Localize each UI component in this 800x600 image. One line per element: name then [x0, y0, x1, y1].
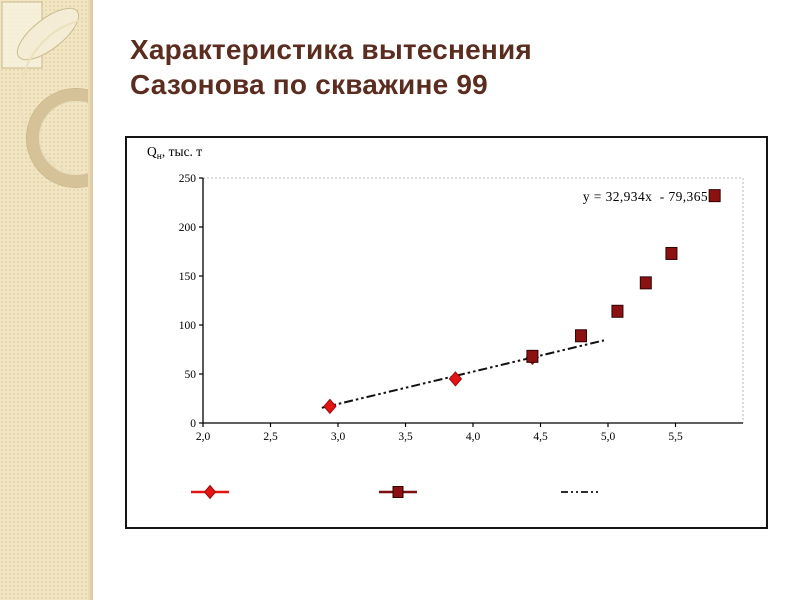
- plot-border: [203, 177, 744, 423]
- y-axis-label: Qн, тыс. т: [147, 144, 202, 162]
- ornament-ring-outer-edge: [26, 88, 93, 188]
- x-axis-tick-label: 3,5: [398, 431, 413, 443]
- slide-title-line2: Сазонова по скважине 99: [130, 68, 488, 100]
- x-axis-tick-label: 4,5: [533, 431, 548, 443]
- x-axis-tick-label: 2,5: [263, 431, 278, 443]
- data-point-square: [665, 246, 678, 260]
- trendline-equation: y = 32,934x - 79,365: [582, 189, 708, 204]
- y-axis-label-rest: , тыс. т: [161, 144, 203, 159]
- ornament-ring-icon: [27, 89, 93, 187]
- trend-line: [321, 339, 605, 409]
- slide-title-line1: Характеристика вытеснения: [130, 34, 532, 65]
- ornament-leaf: [16, 7, 80, 61]
- sidebar-edge: [88, 0, 93, 600]
- data-point-square: [611, 304, 624, 318]
- y-axis-label-base: Q: [147, 144, 157, 159]
- ornament-circle-thin-icon: [19, 17, 93, 179]
- x-axis-tick-label: 4,0: [466, 431, 481, 443]
- chart: 2,0 2,5 3,0 3,5 4,0 4,5 5,0 5,5 0 50 100 150 200 250 …: [125, 136, 768, 529]
- x-axis-tick-label: 3,0: [331, 431, 346, 443]
- y-axis-tick-label: 250: [179, 173, 197, 185]
- sidebar-ornaments: [1, 1, 93, 188]
- y-axis-tick-label: 50: [185, 369, 197, 381]
- y-axis-tick-label: 200: [179, 222, 197, 234]
- y-axis-label-sub: н: [156, 152, 162, 162]
- chart-canvas: 2,0 2,5 3,0 3,5 4,0 4,5 5,0 5,5 0 50 100 150 200 250: [179, 173, 744, 500]
- y-axis-tick-label: 100: [179, 320, 197, 332]
- data-point-diamond: [448, 371, 463, 387]
- legend-marker-fit-points: [203, 484, 217, 500]
- legend-marker-well-data-points: [392, 486, 404, 498]
- x-axis-tick-label: 2,0: [196, 431, 211, 443]
- slide-title: Характеристика вытеснения Сазонова по ск…: [130, 33, 770, 102]
- data-point-square: [708, 189, 721, 203]
- ornament-ring-inner-edge: [39, 101, 93, 175]
- y-axis-tick-label: 0: [190, 418, 196, 430]
- x-axis-tick-label: 5,0: [601, 431, 616, 443]
- y-axis-tick-label: 150: [179, 271, 197, 283]
- data-point-diamond: [323, 398, 337, 415]
- x-axis-tick-label: 5,5: [668, 431, 683, 443]
- decorative-sidebar: [0, 0, 93, 600]
- data-point-square: [575, 329, 587, 343]
- data-point-square: [526, 349, 539, 363]
- data-point-square: [639, 276, 652, 290]
